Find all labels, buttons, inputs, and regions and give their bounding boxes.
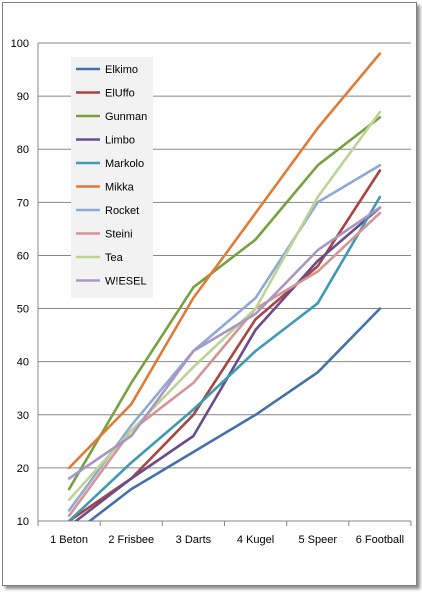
x-tick-label: 6 Football: [356, 534, 404, 546]
legend-label: Limbo: [105, 135, 135, 147]
x-tick-label: 1 Beton: [50, 534, 88, 546]
x-tick-label: 2 Frisbee: [108, 534, 154, 546]
legend-label: ElUffo: [105, 88, 135, 100]
axes: 10 20 30 40 50 60 70 80 90 100 1 Beton 2 Frisbee 3 D…: [11, 38, 412, 546]
series-lines: [67, 52, 382, 521]
legend-label: Markolo: [105, 158, 144, 170]
x-tick-label: 3 Darts: [176, 534, 212, 546]
y-tick-label: 80: [17, 144, 29, 156]
series-line-wesel: [67, 206, 382, 480]
legend: Elkimo ElUffo Gunman Limbo Markolo Mikka Rocke…: [71, 57, 153, 298]
legend-label: W!ESEL: [105, 276, 147, 288]
line-chart: 10 20 30 40 50 60 70 80 90 100 1 Beton 2 Frisbee 3 D…: [11, 38, 412, 546]
y-tick-label: 100: [11, 38, 29, 50]
series-line-steini: [67, 211, 382, 518]
series-line-mikka: [67, 52, 382, 470]
y-tick-label: 50: [17, 304, 29, 316]
y-tick-label: 90: [17, 91, 29, 103]
legend-label: Rocket: [105, 205, 139, 217]
x-tick-label: 4 Kugel: [237, 534, 274, 546]
y-tick-label: 40: [17, 357, 29, 369]
series-line-elkimo: [87, 307, 382, 521]
legend-label: Mikka: [105, 182, 135, 194]
y-tick-label: 10: [17, 516, 29, 528]
legend-label: Elkimo: [105, 64, 138, 76]
series-line-markolo: [67, 195, 382, 521]
y-tick-label: 30: [17, 410, 29, 422]
y-tick-label: 70: [17, 197, 29, 209]
series-line-limbo: [73, 206, 382, 521]
y-tick-label: 60: [17, 250, 29, 262]
legend-label: Gunman: [105, 111, 147, 123]
chart-frame: 10 20 30 40 50 60 70 80 90 100 1 Beton 2 Frisbee 3 D…: [2, 2, 417, 586]
x-tick-label: 5 Speer: [298, 534, 337, 546]
legend-label: Tea: [105, 252, 124, 264]
y-tick-label: 20: [17, 463, 29, 475]
series-line-gunman: [67, 116, 382, 491]
series-line-rocket: [67, 163, 382, 512]
legend-label: Steini: [105, 229, 133, 241]
